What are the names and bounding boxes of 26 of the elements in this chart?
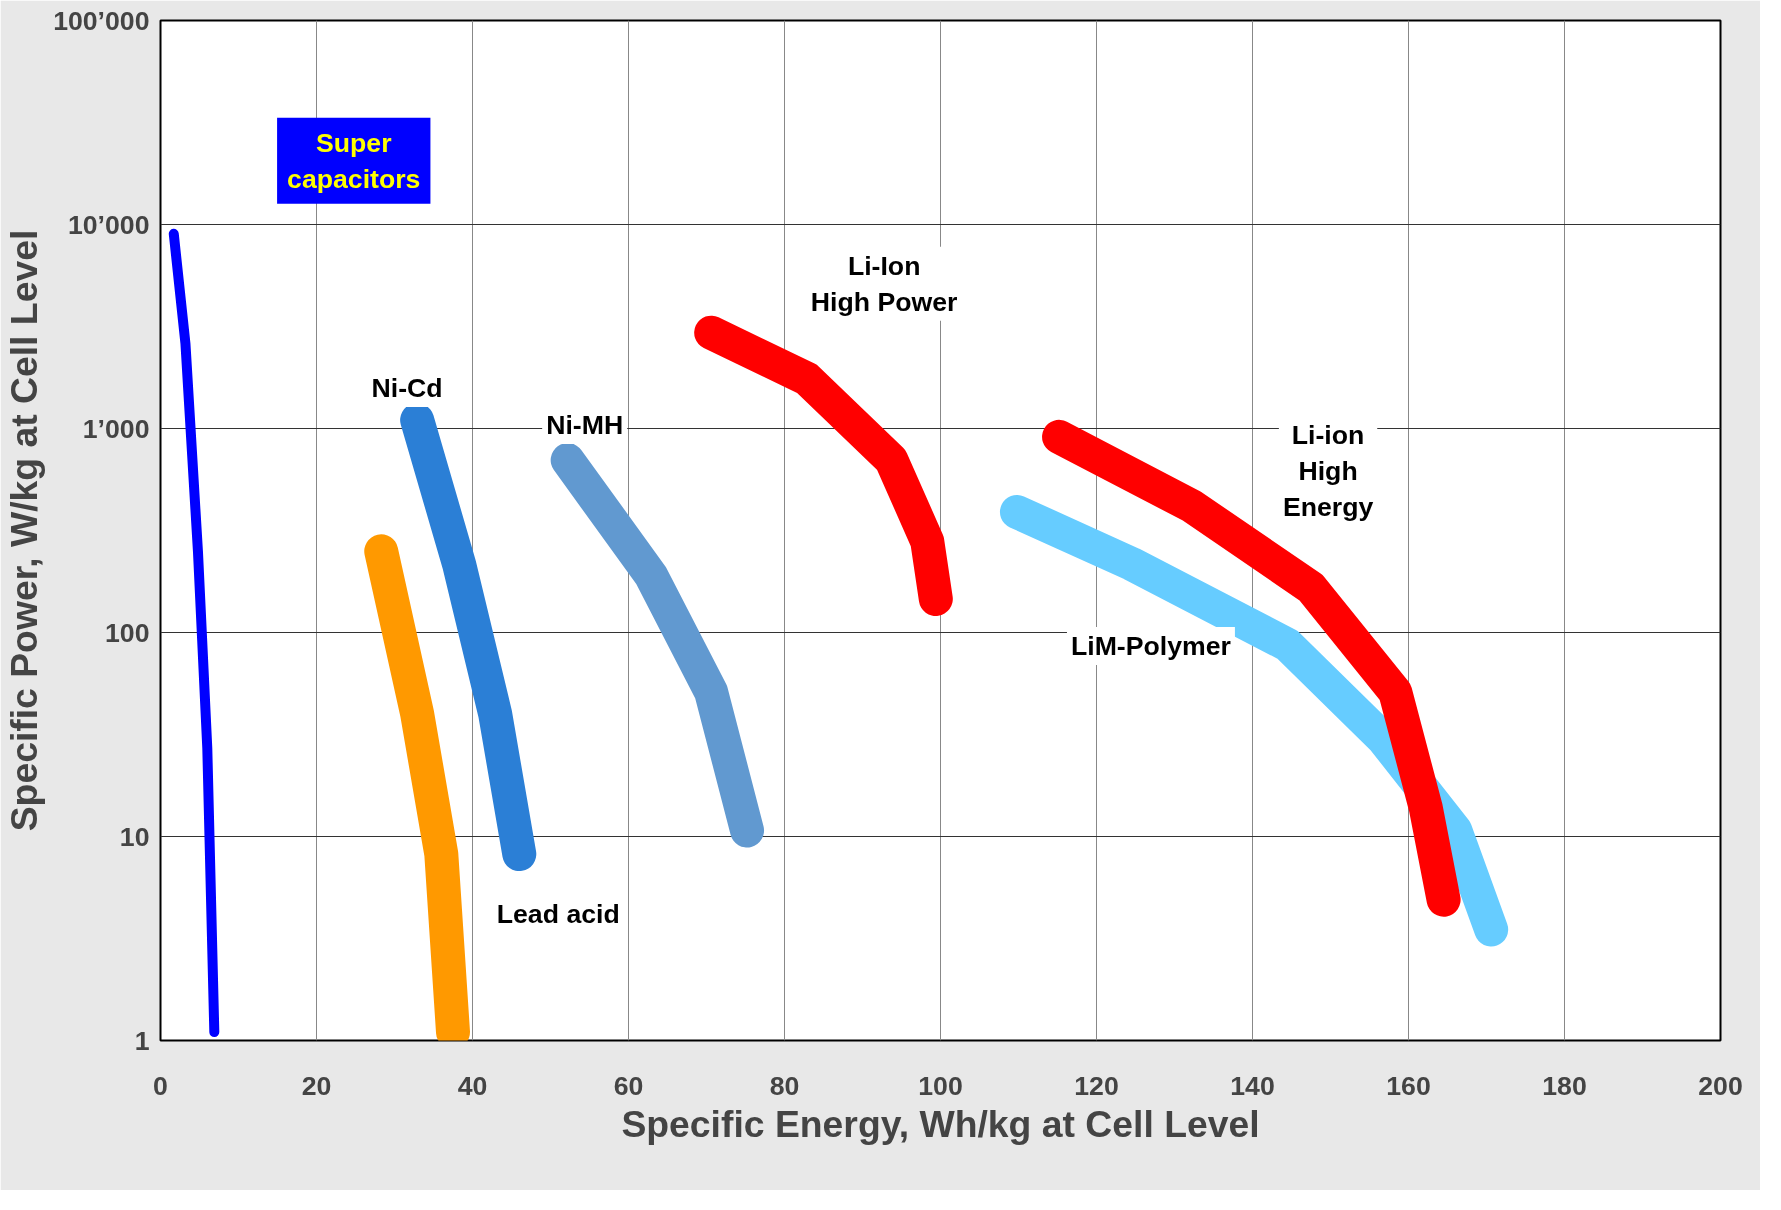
text: Super capacitors bbox=[287, 127, 421, 194]
x-tick-label: 20 bbox=[301, 1070, 332, 1101]
x-tick-label: 40 bbox=[457, 1070, 488, 1101]
y-tick-label: 10’000 bbox=[67, 209, 150, 240]
x-tick-label: 140 bbox=[1230, 1070, 1275, 1101]
series-label: Lead acid bbox=[496, 899, 620, 930]
x-tick-label: 80 bbox=[769, 1070, 800, 1101]
x-tick-label: 0 bbox=[153, 1070, 168, 1101]
x-axis-title: Specific Energy, Wh/kg at Cell Level bbox=[621, 1102, 1260, 1145]
x-tick-label: 100 bbox=[918, 1070, 963, 1101]
x-tick-label: 200 bbox=[1698, 1070, 1743, 1101]
series-label: Li-ion High Energy bbox=[1282, 419, 1374, 522]
x-tick-label: 60 bbox=[613, 1070, 644, 1101]
x-tick-label: 180 bbox=[1542, 1070, 1587, 1101]
series-label: Ni-MH bbox=[546, 410, 624, 441]
x-tick-label: 120 bbox=[1074, 1070, 1119, 1101]
text: Li-Ion High Power bbox=[810, 250, 958, 317]
series-label: LiM-Polymer bbox=[1070, 630, 1231, 661]
y-axis-title: Specific Power, W/kg at Cell Level bbox=[3, 229, 46, 832]
series-label: Ni-Cd bbox=[371, 373, 443, 404]
y-tick-label: 100 bbox=[105, 617, 150, 648]
y-tick-label: 10 bbox=[119, 821, 150, 852]
x-tick-label: 160 bbox=[1386, 1070, 1431, 1101]
y-tick-label: 1’000 bbox=[82, 413, 150, 444]
y-tick-label: 100’000 bbox=[53, 5, 150, 36]
y-tick-label: 1 bbox=[134, 1025, 150, 1056]
